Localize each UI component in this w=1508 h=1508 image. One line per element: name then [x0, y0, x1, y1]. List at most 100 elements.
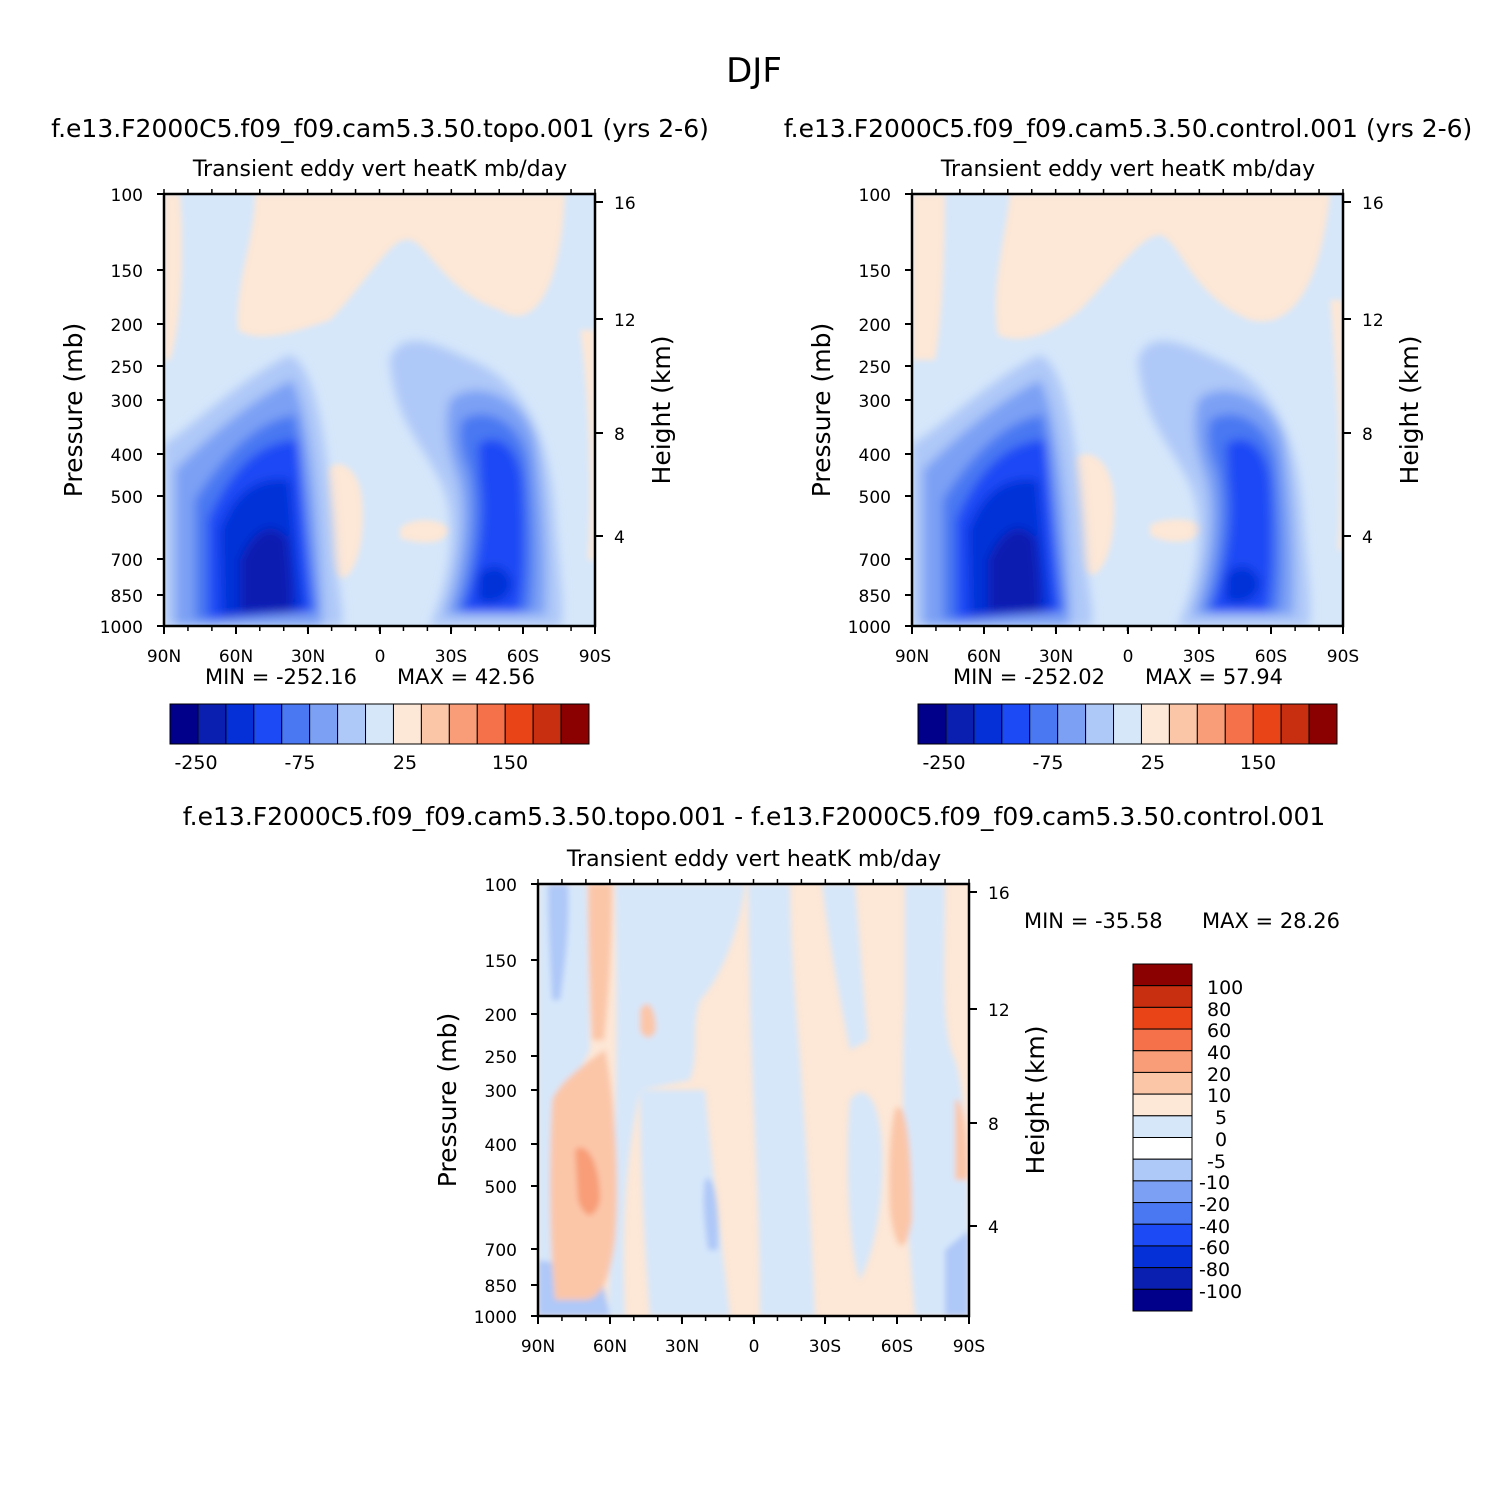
colorbar-swatch	[1132, 1180, 1193, 1204]
x-tick-label: 30S	[435, 647, 467, 667]
panel-difference: f.e13.F2000C5.f09_f09.cam5.3.50.topo.001…	[183, 802, 1340, 1357]
x-tick-label: 0	[375, 647, 386, 667]
field-positive-strong	[955, 1099, 968, 1180]
colorbar-swatch	[1132, 1288, 1193, 1312]
max-label: MAX = 42.56	[397, 665, 535, 689]
field-negative-strong	[703, 1178, 719, 1250]
colorbar-label: -250	[174, 752, 217, 774]
colorbar-label: 5	[1215, 1107, 1227, 1129]
y-axis-left: 100 150 200 250 300 400 500 700 850 1000	[100, 186, 164, 638]
colorbar-swatch	[1001, 703, 1031, 745]
colorbar-swatch	[1132, 1006, 1193, 1030]
y-right-tick-label: 8	[988, 1115, 999, 1135]
colorbar-swatch	[1132, 1158, 1193, 1182]
colorbar-swatch	[1132, 1093, 1193, 1117]
colorbar-swatch	[1132, 963, 1193, 987]
y-right-tick-label: 12	[1362, 311, 1384, 331]
y-axis-right: 16 12 8 4	[1343, 194, 1384, 548]
colorbar-label: -250	[922, 752, 965, 774]
y-right-tick-label: 4	[988, 1218, 999, 1238]
colorbar-swatch	[197, 703, 227, 745]
field-nh-level6	[988, 528, 1041, 612]
min-label: MIN = -252.02	[953, 665, 1105, 689]
y-tick-label: 700	[111, 551, 143, 571]
x-tick-label: 90S	[953, 1337, 985, 1357]
colorbar-swatch	[560, 703, 590, 745]
field-positive-small	[1150, 519, 1205, 542]
panel-subtitle: Transient eddy vert heatK mb/day	[940, 157, 1315, 182]
colorbar-swatch	[1132, 985, 1193, 1008]
colorbar-swatch	[169, 703, 199, 745]
colorbar-swatch	[1057, 703, 1087, 745]
x-tick-label: 60N	[967, 647, 1001, 667]
field-negative-band	[640, 1090, 730, 1316]
y-tick-label: 500	[859, 488, 891, 508]
y-right-tick-label: 16	[614, 194, 636, 214]
colorbar-vertical-labels: 100 80 60 40 20 10 5 0 -5 -10 -20 -40 -6…	[1199, 977, 1243, 1303]
panel-control: f.e13.F2000C5.f09_f09.cam5.3.50.control.…	[784, 114, 1473, 774]
y-tick-label: 850	[859, 587, 891, 607]
colorbar-label: -5	[1207, 1151, 1226, 1173]
colorbar-label: 10	[1207, 1085, 1231, 1107]
field-negative-strong	[548, 884, 569, 1000]
field-positive-nh-edge	[164, 194, 182, 360]
field-sh-level5	[1226, 566, 1260, 604]
field-positive-upper	[912, 194, 1330, 339]
colorbar-label: -60	[1199, 1237, 1230, 1259]
field-negative-band	[822, 884, 868, 1050]
case-title: f.e13.F2000C5.f09_f09.cam5.3.50.topo.001…	[51, 114, 709, 143]
colorbar-label: 60	[1207, 1020, 1231, 1042]
colorbar-label: -100	[1199, 1281, 1242, 1303]
contour-field	[912, 194, 1343, 626]
colorbar-label: 25	[1141, 752, 1165, 774]
x-tick-label: 60S	[1255, 647, 1287, 667]
y-right-tick-label: 8	[1362, 425, 1373, 445]
colorbar-swatch	[1132, 1050, 1193, 1073]
colorbar-swatch	[1132, 1115, 1193, 1138]
y-tick-label: 850	[485, 1277, 517, 1297]
colorbar-label: 20	[1207, 1064, 1231, 1086]
x-tick-label: 60N	[593, 1337, 627, 1357]
field-sh-level5	[478, 566, 512, 604]
y-axis-right-label: Height (km)	[1021, 1026, 1050, 1175]
field-positive-strong	[889, 1107, 912, 1246]
colorbar-swatch	[1132, 1202, 1193, 1225]
colorbar-label: -80	[1199, 1259, 1230, 1281]
y-tick-label: 150	[485, 952, 517, 972]
colorbar-swatch	[1196, 703, 1226, 745]
y-axis-right: 16 12 8 4	[969, 884, 1010, 1238]
colorbar-label: -20	[1199, 1194, 1230, 1216]
colorbar-vertical	[1132, 963, 1193, 1312]
colorbar-swatch	[1132, 1137, 1193, 1160]
y-tick-label: 700	[859, 551, 891, 571]
y-tick-label: 150	[859, 262, 891, 282]
x-tick-label: 30S	[1183, 647, 1215, 667]
colorbar-label: -75	[284, 752, 315, 774]
contour-field	[164, 194, 595, 626]
y-tick-label: 400	[859, 446, 891, 466]
field-sh-level4	[1210, 439, 1273, 612]
y-tick-label: 250	[859, 358, 891, 378]
field-positive-nh-edge	[912, 194, 945, 360]
field-negative-band	[748, 884, 815, 1316]
figure-title: DJF	[726, 51, 782, 91]
colorbar-swatch	[973, 703, 1003, 745]
field-positive-small	[400, 520, 450, 543]
colorbar-swatch	[1132, 1267, 1193, 1290]
colorbar-swatch	[504, 703, 534, 745]
field-positive-strong	[640, 1003, 656, 1038]
y-right-tick-label: 4	[614, 528, 625, 548]
y-right-tick-label: 8	[614, 425, 625, 445]
y-tick-label: 100	[485, 876, 517, 896]
colorbar-swatch	[392, 703, 422, 745]
field-negative-band	[903, 884, 969, 1316]
colorbar	[169, 703, 590, 745]
colorbar-swatch	[420, 703, 450, 745]
y-tick-label: 1000	[848, 618, 891, 638]
colorbar-swatch	[1029, 703, 1059, 745]
colorbar-label: -40	[1199, 1216, 1230, 1238]
y-tick-label: 200	[859, 316, 891, 336]
colorbar-swatch	[1224, 703, 1254, 745]
y-tick-label: 700	[485, 1241, 517, 1261]
